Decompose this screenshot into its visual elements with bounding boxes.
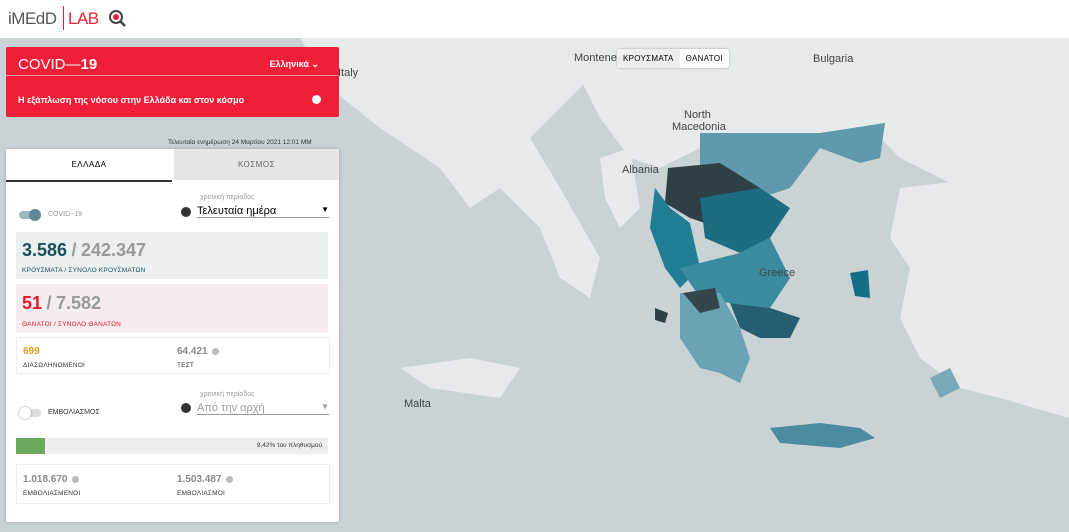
map-label: Greece <box>759 267 795 279</box>
last-update: Τελευταία ενημέρωση 24 Μαρτίου 2021 12:0… <box>168 139 312 146</box>
info-dot[interactable] <box>225 475 233 483</box>
title: COVID—19 <box>18 56 97 73</box>
separator: / <box>71 240 77 260</box>
land-balkans <box>560 38 1069 188</box>
title-prefix: COVID— <box>18 56 81 73</box>
cases-caption: ΚΡΟΥΣΜΑΤΑ / ΣΥΝΟΛΟ ΚΡΟΥΣΜΑΤΩΝ <box>22 267 146 274</box>
side-panel: ΕΛΛΑΔΑ ΚΟΣΜΟΣ COVID−19 χρονική περίοδος … <box>6 149 339 522</box>
metric-toggle: ΚΡΟΥΣΜΑΤΑ ΘΑΝΑΤΟΙ <box>617 49 729 68</box>
toggle-option[interactable]: ΘΑΝΑΤΟΙ <box>685 54 723 63</box>
region-crete <box>770 423 875 448</box>
region-epirus <box>650 188 700 288</box>
doses-caption: ΕΜΒΟΛΙΑΣΜΟΙ <box>177 490 226 497</box>
info-icon[interactable] <box>312 95 321 104</box>
cases-total: 242.347 <box>80 240 147 260</box>
separator: / <box>46 293 52 313</box>
vaccination-switch[interactable] <box>19 407 41 419</box>
period-select[interactable]: Από την αρχή ▼ <box>197 402 329 415</box>
tests-row: 64.421 <box>177 346 219 357</box>
land-turkey <box>890 168 1069 418</box>
top-bar: iMEdD LAB <box>0 0 1069 38</box>
period-value: Από την αρχή <box>197 402 265 414</box>
title-bold: 19 <box>80 56 98 73</box>
tests-value: 64.421 <box>177 346 208 357</box>
clock-icon <box>181 403 191 413</box>
deaths-box: 51 / 7.582 ΘΑΝΑΤΟΙ / ΣΥΝΟΛΟ ΘΑΝΑΤΩΝ <box>16 284 328 333</box>
language: Ελληνικά <box>269 59 309 69</box>
vaccinated-row: 1.018.670 <box>23 474 79 485</box>
subtitle: Η εξάπλωση της νόσου στην Ελλάδα και στο… <box>18 95 245 105</box>
cases-box: 3.586 / 242.347 ΚΡΟΥΣΜΑΤΑ / ΣΥΝΟΛΟ ΚΡΟΥΣ… <box>16 232 328 279</box>
deaths-current: 51 <box>22 293 43 313</box>
land-sicily <box>400 358 520 398</box>
language-select[interactable]: Ελληνικά ⌄ <box>269 59 319 69</box>
period-label: χρονική περίοδος <box>200 194 255 201</box>
region-attica <box>730 303 800 338</box>
map-label: North <box>684 109 711 121</box>
header-card: COVID—19 Ελληνικά ⌄ Η εξάπλωση της νόσου… <box>6 47 339 117</box>
doses-value: 1.503.487 <box>177 474 222 485</box>
land-albania <box>600 148 640 228</box>
progress-track: 9,42% του πληθυσμού <box>16 438 328 454</box>
info-dot[interactable] <box>211 347 219 355</box>
cases-row: 3.586 / 242.347 <box>22 240 146 261</box>
region-thessaly <box>700 188 790 253</box>
intubated-caption: ΔΙΑΣΩΛΗΝΩΜΕΝΟΙ <box>23 362 86 369</box>
deaths-total: 7.582 <box>55 293 101 313</box>
intubated-value: 699 <box>23 346 40 357</box>
region-peloponnese <box>680 293 750 383</box>
region-north <box>700 123 885 198</box>
vaccine-box: 1.018.670 ΕΜΒΟΛΙΑΣΜΕΝΟΙ 1.503.487 ΕΜΒΟΛΙ… <box>16 464 330 504</box>
logo-divider <box>63 6 64 30</box>
progress-label: 9,42% του πληθυσμού <box>256 442 322 449</box>
period-label: χρονική περίοδος <box>200 391 255 398</box>
tab[interactable]: ΕΛΛΑΔΑ <box>6 149 172 182</box>
logo-brand[interactable]: iMEdD <box>8 9 57 28</box>
deaths-caption: ΘΑΝΑΤΟΙ / ΣΥΝΟΛΟ ΘΑΝΑΤΩΝ <box>22 321 122 328</box>
deaths-row: 51 / 7.582 <box>22 293 101 314</box>
region-rhodes <box>930 368 960 398</box>
stats-box: 699 ΔΙΑΣΩΛΗΝΩΜΕΝΟΙ 64.421 ΤΕΣΤ <box>16 337 330 374</box>
tab[interactable]: ΚΟΣΜΟΣ <box>174 149 339 180</box>
cases-current: 3.586 <box>22 240 68 260</box>
progress-bar <box>16 438 46 454</box>
region-achaia <box>683 288 720 313</box>
map-label: Malta <box>404 398 432 410</box>
logo-lab[interactable]: LAB <box>68 9 99 28</box>
region-lesvos <box>850 270 870 298</box>
map-label: Bulgaria <box>813 53 854 65</box>
divider <box>6 75 339 76</box>
clock-icon <box>181 207 191 217</box>
map-label: Macedonia <box>672 121 727 133</box>
map-label: Italy <box>338 67 359 79</box>
info-dot[interactable] <box>71 475 79 483</box>
toggle-option[interactable]: ΚΡΟΥΣΜΑΤΑ <box>617 49 680 68</box>
vaccinated-value: 1.018.670 <box>23 474 68 485</box>
tests-caption: ΤΕΣΤ <box>177 362 195 369</box>
switch-label: COVID−19 <box>48 211 83 218</box>
vaccinated-caption: ΕΜΒΟΛΙΑΣΜΕΝΟΙ <box>23 490 81 497</box>
logo-icon <box>109 10 126 27</box>
map-label: Albania <box>622 164 660 176</box>
region-zakynthos <box>655 308 668 323</box>
covid-switch[interactable] <box>19 209 41 221</box>
period-value: Τελευταία ημέρα <box>197 205 277 217</box>
period-select[interactable]: Τελευταία ημέρα ▼ <box>197 205 329 218</box>
doses-row: 1.503.487 <box>177 474 233 485</box>
switch-label: ΕΜΒΟΛΙΑΣΜΟΣ <box>48 409 100 416</box>
land-italy <box>300 38 600 298</box>
